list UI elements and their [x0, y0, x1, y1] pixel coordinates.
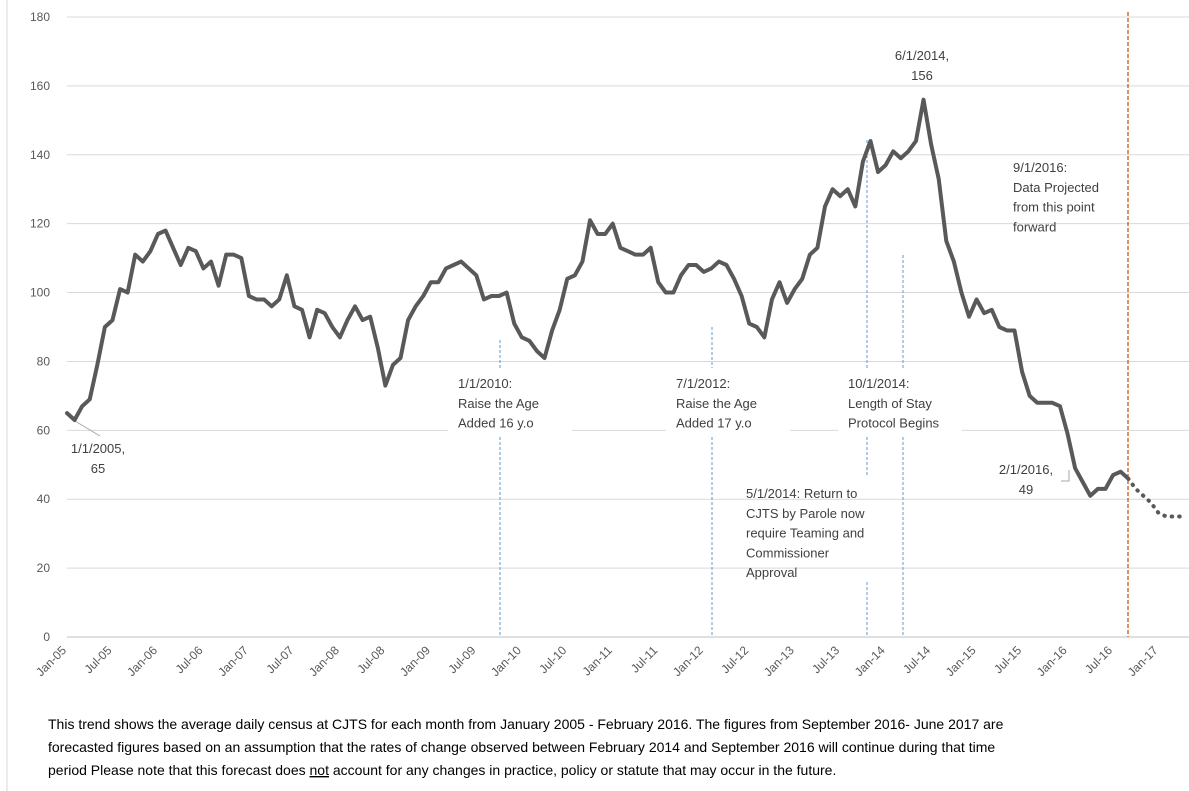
- x-tick-label: Jan-13: [761, 643, 797, 679]
- annotation-text: Data Projected: [1013, 180, 1099, 195]
- x-tick-label: Jan-07: [215, 643, 251, 679]
- x-tick-label: Jul-08: [354, 643, 387, 676]
- x-tick-label: Jan-16: [1034, 643, 1070, 679]
- y-tick-label: 120: [30, 217, 50, 231]
- annotation-text: forward: [1013, 219, 1056, 234]
- y-tick-label: 60: [37, 423, 51, 437]
- annotation-text: Approval: [746, 565, 797, 580]
- annotation-text: Protocol Begins: [848, 416, 940, 431]
- annotation-text: 65: [91, 461, 105, 476]
- x-tick-label: Jan-08: [306, 643, 342, 679]
- reference-lines: [69, 12, 1129, 637]
- x-tick-label: Jul-16: [1082, 643, 1115, 676]
- y-tick-label: 20: [37, 561, 51, 575]
- annotation-text: Added 16 y.o: [458, 416, 534, 431]
- x-tick-label: Jul-12: [718, 643, 751, 676]
- y-tick-label: 100: [30, 286, 50, 300]
- x-tick-label: Jul-06: [173, 643, 206, 676]
- annotation-text: CJTS by Parole now: [746, 506, 865, 521]
- footer-line: This trend shows the average daily censu…: [48, 716, 1004, 732]
- annotation-text: Added 17 y.o: [676, 416, 752, 431]
- y-tick-label: 160: [30, 79, 50, 93]
- x-tick-label: Jan-11: [580, 643, 615, 678]
- annotation-text: 10/1/2014:: [848, 376, 909, 391]
- x-tick-label: Jul-07: [264, 643, 297, 676]
- annotation-text: from this point: [1013, 200, 1095, 215]
- x-tick-label: Jul-11: [628, 643, 661, 676]
- leader-line: [1061, 470, 1070, 482]
- annotation-text: Length of Stay: [848, 396, 932, 411]
- x-tick-label: Jan-15: [943, 643, 979, 679]
- label-bg: [838, 372, 962, 436]
- x-tick-label: Jan-09: [397, 643, 433, 679]
- x-tick-label: Jan-14: [852, 643, 888, 679]
- x-tick-label: Jul-05: [82, 643, 115, 676]
- annotation-text: 1/1/2010:: [458, 376, 512, 391]
- annotation-text: Commissioner: [746, 545, 830, 560]
- annotation-text: Raise the Age: [458, 396, 539, 411]
- annotation-text: 9/1/2016:: [1013, 160, 1067, 175]
- x-tick-label: Jul-14: [900, 643, 933, 676]
- x-tick-label: Jan-12: [670, 643, 706, 679]
- x-tick-label: Jul-13: [809, 643, 842, 676]
- annotation-text: 5/1/2014: Return to: [746, 486, 857, 501]
- annotation-text: Raise the Age: [676, 396, 757, 411]
- series-line: [65, 97, 1131, 498]
- x-tick-label: Jan-10: [488, 643, 524, 679]
- annotation-text: 7/1/2012:: [676, 376, 730, 391]
- footer-line: forecasted figures based on an assumptio…: [48, 739, 995, 755]
- annotation-text: 6/1/2014,: [895, 48, 949, 63]
- y-tick-label: 140: [30, 148, 50, 162]
- y-tick-label: 40: [37, 492, 51, 506]
- x-tick-label: Jul-10: [536, 643, 569, 676]
- footer-text: period Please note that this forecast do…: [48, 762, 310, 778]
- x-tick-label: Jul-09: [445, 643, 478, 676]
- annotations: 1/1/2005, 65 6/1/2014, 156 2/1/2016, 49 1/1/20…: [71, 48, 1099, 580]
- series-line: [1126, 476, 1184, 519]
- annotation-text: 156: [911, 68, 933, 83]
- y-tick-label: 180: [30, 10, 50, 24]
- label-bg: [666, 372, 790, 436]
- x-tick-label: Jan-05: [33, 643, 69, 679]
- annotation-text: 49: [1019, 482, 1033, 497]
- annotation-text: 2/1/2016,: [999, 462, 1053, 477]
- x-tick-label: Jul-15: [991, 643, 1024, 676]
- footer-emphasis: not: [310, 762, 330, 778]
- footer-line: period Please note that this forecast do…: [48, 762, 836, 778]
- footer-text: account for any changes in practice, pol…: [329, 762, 836, 778]
- annotation-text: 1/1/2005,: [71, 441, 125, 456]
- plot: [65, 97, 1184, 519]
- annotation-text: require Teaming and: [746, 526, 864, 541]
- x-tick-label: Jan-17: [1125, 643, 1161, 679]
- label-bg: [448, 372, 572, 436]
- y-tick-label: 0: [43, 630, 50, 644]
- x-tick-label: Jan-06: [124, 643, 160, 679]
- y-tick-label: 80: [37, 354, 51, 368]
